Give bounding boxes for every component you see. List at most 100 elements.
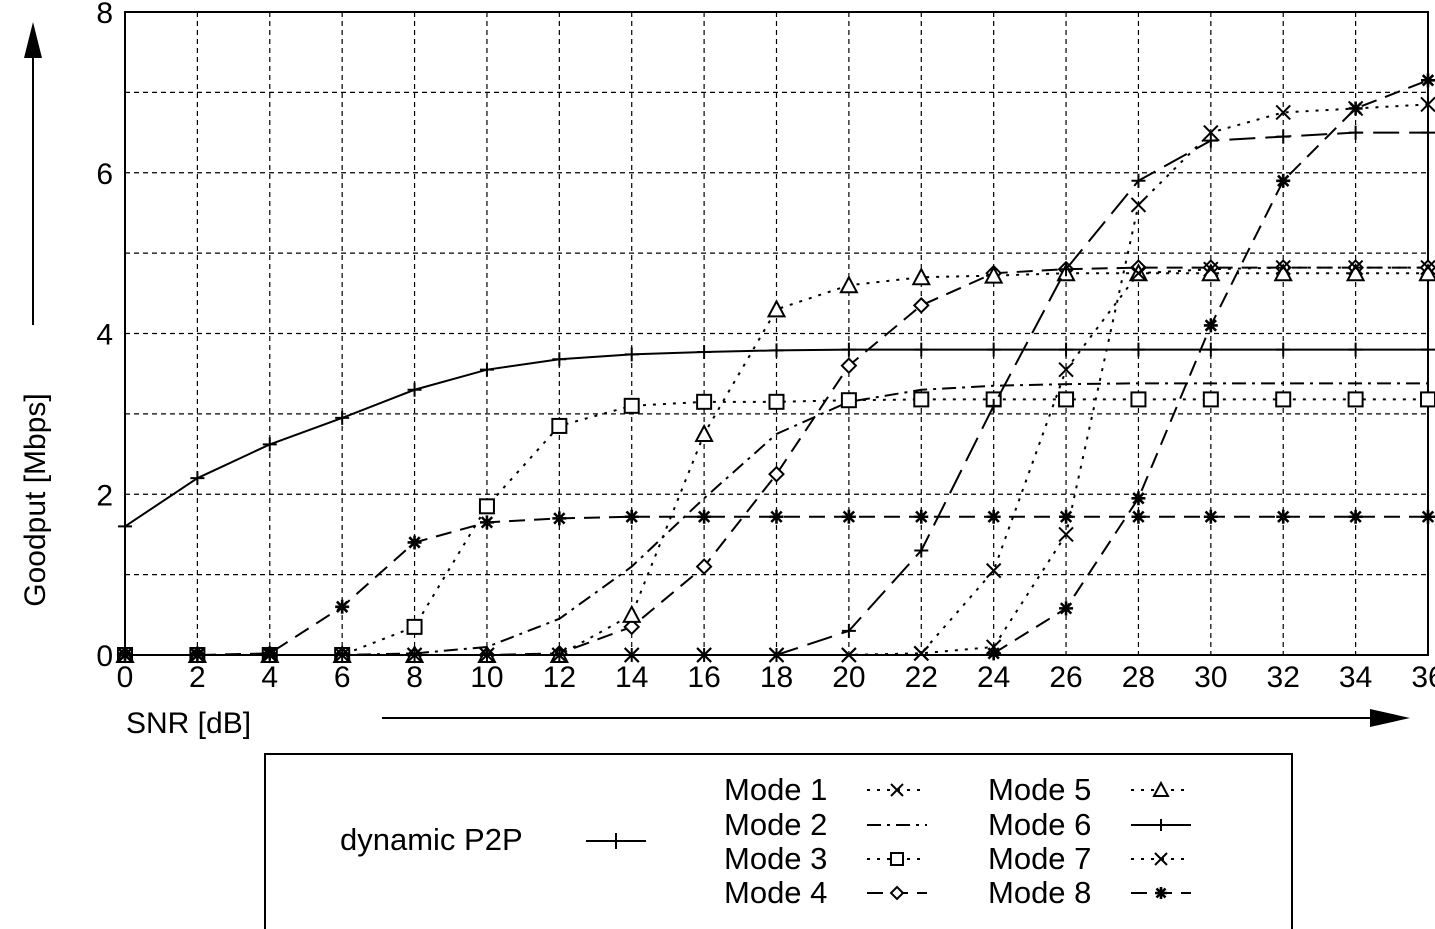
series-line [125, 266, 1428, 656]
triangle-marker [766, 299, 787, 318]
series-line [125, 382, 1428, 656]
square-marker [890, 852, 904, 866]
plus-marker [407, 382, 422, 397]
asterisk-marker [841, 509, 856, 524]
plus-marker [1203, 133, 1218, 148]
x-tick-label: 32 [1267, 661, 1300, 694]
asterisk-marker [479, 515, 494, 530]
legend-item-3: Mode 3 [724, 841, 827, 876]
diamond-marker [889, 885, 905, 901]
plus-marker [986, 342, 1001, 357]
diamond-marker [768, 465, 785, 483]
asterisk-marker [1059, 509, 1074, 524]
plus-marker [1131, 173, 1146, 188]
diamond-marker [912, 296, 930, 314]
square-marker [1058, 391, 1075, 408]
square-marker [1347, 391, 1364, 408]
x-tick-label: 24 [977, 661, 1010, 694]
x-tick-label: 18 [760, 661, 793, 694]
series-line [125, 266, 1428, 656]
asterisk-marker [986, 509, 1001, 524]
x-marker [1154, 852, 1168, 866]
square-marker [1420, 391, 1435, 408]
x-tick-label: 10 [470, 661, 503, 694]
x-tick-label: 22 [905, 661, 938, 694]
x-marker [696, 647, 712, 663]
y-tick-label: 2 [96, 479, 113, 512]
plus-marker [1276, 342, 1291, 357]
plus-marker [479, 362, 494, 377]
triangle-marker [911, 267, 931, 286]
triangle-marker [839, 275, 859, 294]
plus-marker [914, 543, 929, 558]
square-marker [696, 393, 713, 410]
x-axis-arrow [382, 709, 1410, 727]
y-tick-label: 6 [96, 158, 113, 191]
asterisk-marker [1203, 318, 1218, 333]
asterisk-marker [1276, 173, 1291, 188]
plus-marker [624, 347, 639, 362]
square-marker [840, 392, 857, 409]
plus-marker [118, 519, 132, 534]
x-marker [1420, 96, 1435, 113]
asterisk-marker [190, 648, 205, 662]
plus-marker [1155, 819, 1167, 831]
x-tick-label: 6 [334, 661, 351, 694]
x-tick-label: 36 [1411, 661, 1435, 694]
x-marker [768, 647, 785, 663]
asterisk-marker [769, 509, 784, 524]
legend-item-2: Mode 2 [724, 807, 827, 842]
x-marker [1130, 265, 1147, 281]
x-marker [1347, 259, 1364, 276]
y-tick-label: 8 [96, 0, 113, 30]
plus-marker [1203, 342, 1218, 357]
square-marker [1130, 391, 1147, 408]
triangle-marker [984, 265, 1004, 284]
x-tick-label: 26 [1049, 661, 1082, 694]
x-tick-label: 8 [406, 661, 423, 694]
x-marker [551, 647, 568, 663]
series-mode-2 [125, 382, 1428, 656]
x-marker [406, 647, 423, 663]
plus-marker [190, 471, 205, 486]
y-tick-label: 4 [96, 319, 113, 352]
asterisk-marker [407, 535, 422, 550]
y-tick-label: 0 [96, 640, 113, 673]
legend-item-1: Mode 1 [724, 772, 827, 807]
x-marker [1275, 259, 1291, 276]
series-dynamic-p2p [118, 342, 1435, 534]
series-mode-3 [117, 391, 1435, 663]
asterisk-marker [697, 509, 712, 524]
x-marker [1275, 104, 1291, 121]
x-tick-label: 20 [832, 661, 865, 694]
x-tick-label: 14 [615, 661, 648, 694]
series-mode-1 [117, 96, 1435, 663]
asterisk-marker [986, 646, 1001, 661]
x-tick-label: 30 [1194, 661, 1227, 694]
x-tick-label: 2 [189, 661, 206, 694]
x-tick-label: 34 [1339, 661, 1372, 694]
asterisk-marker [624, 509, 639, 524]
asterisk-marker [1131, 491, 1146, 506]
square-marker [768, 393, 785, 410]
triangle-marker [1152, 780, 1170, 797]
square-marker [1202, 391, 1219, 408]
square-marker [1275, 391, 1292, 408]
x-tick-label: 16 [687, 661, 720, 694]
y-axis-label: Goodput [Mbps] [19, 393, 52, 606]
asterisk-marker [1421, 73, 1435, 88]
x-tick-label: 12 [543, 661, 576, 694]
plus-marker [608, 833, 624, 849]
legend-item-7: Mode 7 [988, 841, 1091, 876]
square-marker [478, 498, 495, 515]
asterisk-marker [1131, 509, 1146, 524]
asterisk-marker [1348, 509, 1363, 524]
x-axis-label: SNR [dB] [126, 707, 251, 740]
x-marker [890, 783, 904, 797]
x-tick-label: 28 [1122, 661, 1155, 694]
legend-item-8: Mode 8 [988, 875, 1091, 910]
plus-marker [1421, 342, 1435, 357]
asterisk-marker [552, 511, 567, 526]
x-marker [1130, 197, 1147, 213]
